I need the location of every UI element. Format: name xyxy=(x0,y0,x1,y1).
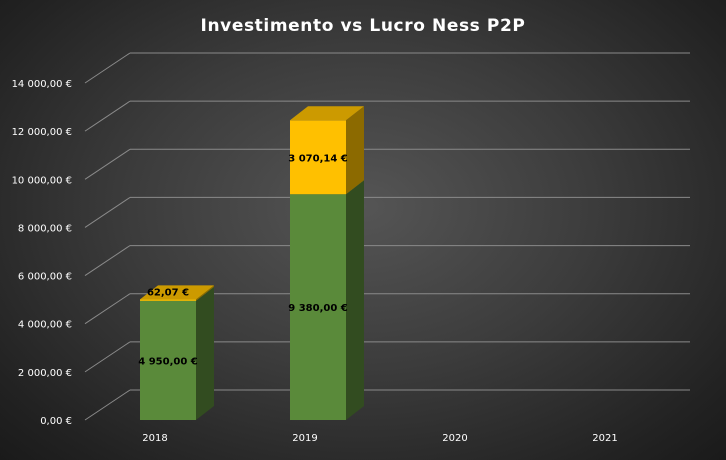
data-label: 9 380,00 € xyxy=(288,303,348,314)
bar-investimento xyxy=(140,300,196,420)
x-tick-label: 2019 xyxy=(292,433,317,444)
y-tick-label: 0,00 € xyxy=(40,416,72,427)
y-tick-label: 4 000,00 € xyxy=(18,320,72,331)
data-label: 62,07 € xyxy=(147,287,189,298)
x-tick-label: 2018 xyxy=(142,433,167,444)
bar-top xyxy=(290,106,364,121)
grid-side-line xyxy=(84,52,131,84)
y-tick-label: 10 000,00 € xyxy=(12,175,72,186)
y-tick-label: 8 000,00 € xyxy=(18,223,72,234)
grid-side-line xyxy=(84,389,131,421)
bar-side xyxy=(196,286,214,420)
bar-lucro xyxy=(140,299,196,301)
y-tick-label: 6 000,00 € xyxy=(18,272,72,283)
y-tick-label: 2 000,00 € xyxy=(18,368,72,379)
x-tick-label: 2020 xyxy=(442,433,467,444)
bar-side xyxy=(346,180,364,420)
data-label: 4 950,00 € xyxy=(138,356,198,367)
grid-side-line xyxy=(84,148,131,180)
data-label: 3 070,14 € xyxy=(288,153,348,164)
chart-title: Investimento vs Lucro Ness P2P xyxy=(201,16,526,36)
y-tick-label: 12 000,00 € xyxy=(12,127,72,138)
bar-side xyxy=(346,106,364,195)
bar-lucro xyxy=(290,120,346,195)
grid-side-line xyxy=(84,293,131,325)
grid-side-line xyxy=(84,341,131,373)
bar-side xyxy=(196,285,214,301)
bar-top xyxy=(140,285,214,300)
grid-side-line xyxy=(84,100,131,132)
grid-side-line xyxy=(84,197,131,228)
x-tick-label: 2021 xyxy=(592,433,617,444)
bar-investimento xyxy=(290,194,346,420)
y-tick-label: 14 000,00 € xyxy=(12,79,72,90)
grid-side-line xyxy=(84,245,131,276)
